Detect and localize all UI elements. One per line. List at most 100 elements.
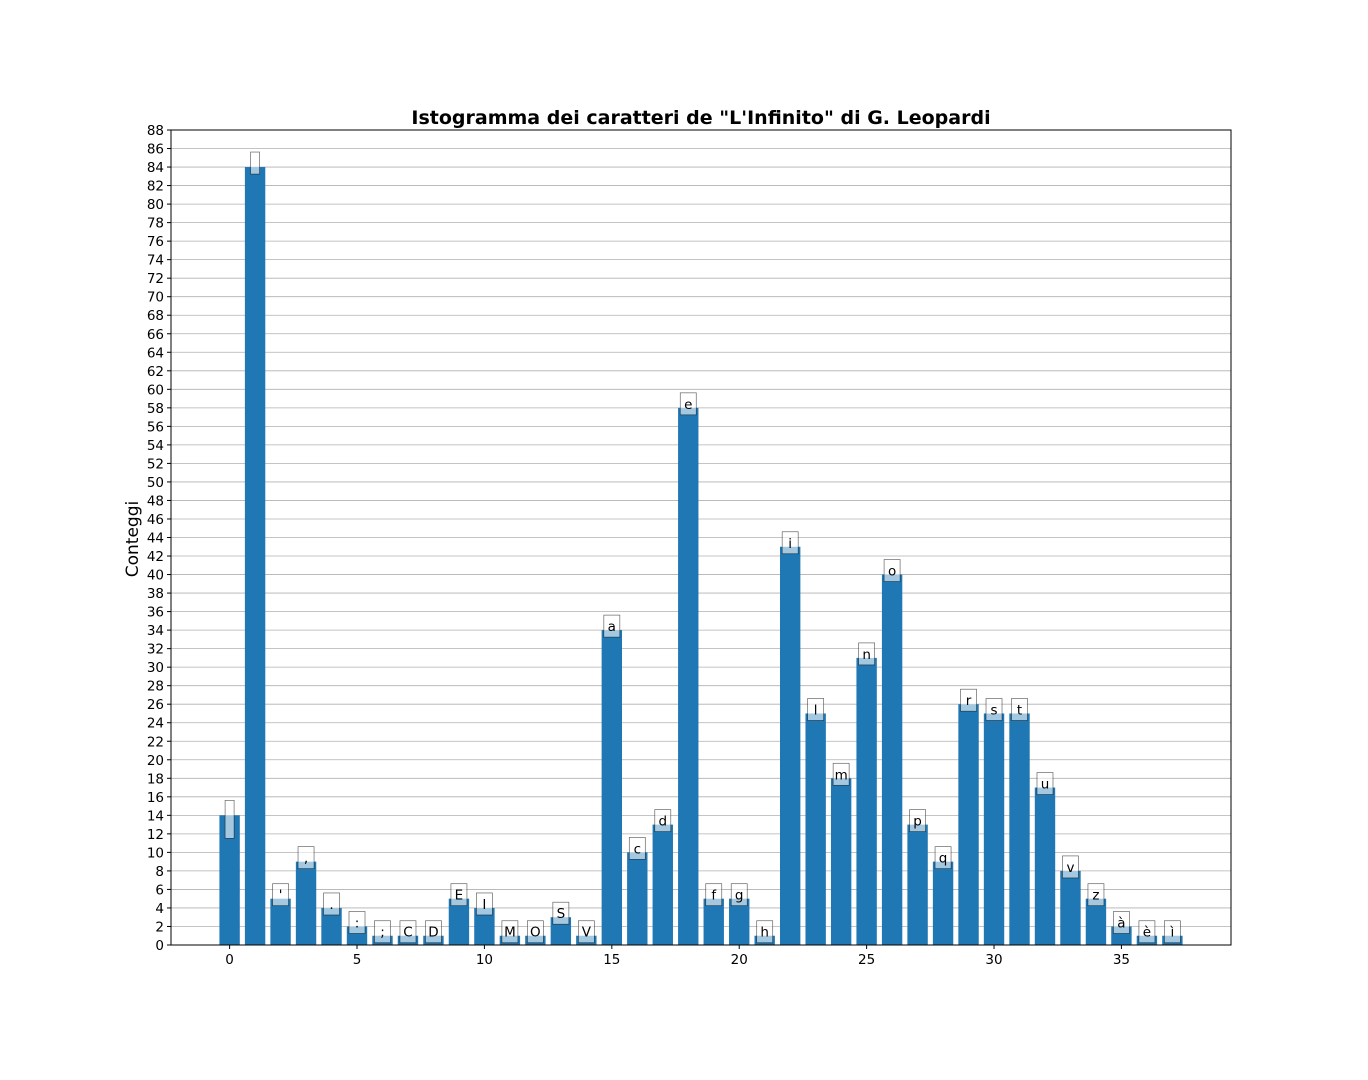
bar-label-box xyxy=(399,920,417,944)
bar-label-box xyxy=(501,920,519,944)
bar-label-box xyxy=(425,920,442,944)
bar-label-box xyxy=(985,698,1003,721)
bar-label-box xyxy=(654,809,672,832)
bar-label-box xyxy=(858,642,875,666)
y-tick-label: 88 xyxy=(147,123,164,139)
y-tick-label: 68 xyxy=(147,308,164,324)
bar-label: ; xyxy=(380,925,385,941)
y-tick-label: 6 xyxy=(155,882,164,898)
bar xyxy=(448,898,470,945)
bar-label: z xyxy=(1092,888,1099,904)
bar xyxy=(219,815,240,945)
bar-label-box xyxy=(960,688,977,712)
bar-label: t xyxy=(1017,702,1022,718)
y-tick-label: 12 xyxy=(147,827,164,843)
bar xyxy=(1060,870,1081,945)
y-axis-label: Conteggi xyxy=(123,501,143,577)
bar xyxy=(601,630,623,945)
bar-label: i xyxy=(788,536,792,552)
bar xyxy=(270,898,291,945)
x-tick-label: 30 xyxy=(985,952,1002,968)
y-tick-label: 82 xyxy=(147,179,164,195)
bar-label-box xyxy=(1164,920,1181,944)
bar xyxy=(474,907,495,945)
y-tick-label: 42 xyxy=(147,549,164,565)
bar-label: o xyxy=(888,564,896,580)
chart-title: Istogramma dei caratteri de "L'Infinito"… xyxy=(411,107,990,129)
bars-group xyxy=(219,167,1183,945)
bar xyxy=(678,407,699,945)
bar-label: d xyxy=(658,814,667,830)
bar-label-box xyxy=(527,920,544,944)
y-tick-label: 72 xyxy=(147,271,164,287)
y-tick-label: 50 xyxy=(147,475,164,491)
bar xyxy=(244,167,266,945)
bar-label-box xyxy=(1113,911,1130,934)
bar-label-box xyxy=(934,846,952,869)
bar-label: O xyxy=(530,925,541,941)
bar xyxy=(856,657,877,945)
bar-label-box xyxy=(224,799,235,839)
bar-label-box xyxy=(603,614,621,638)
bar-label-box xyxy=(577,920,595,944)
y-tick-label: 66 xyxy=(147,327,164,343)
bar-label: S xyxy=(557,906,566,922)
y-tick-label: 54 xyxy=(147,438,164,454)
bar xyxy=(1034,787,1056,945)
y-tick-label: 40 xyxy=(147,568,164,584)
y-tick-label: 10 xyxy=(147,845,164,861)
y-tick-label: 30 xyxy=(147,660,164,676)
y-tick-label: 44 xyxy=(147,531,164,547)
y-tick-label: 0 xyxy=(155,938,164,954)
y-tick-label: 46 xyxy=(147,512,164,528)
bar xyxy=(881,574,903,945)
y-tick-label: 24 xyxy=(147,716,164,732)
bar-label: D xyxy=(428,925,438,941)
bar-label: : xyxy=(355,915,360,931)
x-axis-ticks: 0 5 10 15 20 25 30 35 xyxy=(225,945,1130,968)
bar-label-box xyxy=(909,809,926,832)
y-tick-label: 78 xyxy=(147,216,164,232)
bar-label: à xyxy=(1117,915,1125,931)
bar-label-box xyxy=(250,151,260,175)
bar-label: E xyxy=(455,888,464,904)
y-tick-label: 32 xyxy=(147,642,164,658)
bar-label-box xyxy=(297,846,315,869)
bar-label-box xyxy=(807,698,825,721)
bar-label-box xyxy=(348,911,366,934)
bar-label: , xyxy=(304,851,308,867)
y-tick-label: 4 xyxy=(155,901,164,917)
bar-label-box xyxy=(679,392,697,416)
bar-label: m xyxy=(835,767,848,783)
y-tick-label: 80 xyxy=(147,197,164,213)
bar xyxy=(703,898,724,945)
y-tick-label: 14 xyxy=(147,808,164,824)
bar xyxy=(652,824,673,945)
bar-label-box xyxy=(781,531,799,555)
x-tick-label: 25 xyxy=(858,952,875,968)
bar-label: c xyxy=(634,841,641,857)
bar-label: . xyxy=(329,897,333,913)
bar-label: l xyxy=(814,702,818,718)
bar-label-box xyxy=(272,883,289,907)
bar-label: e xyxy=(684,397,692,413)
bar xyxy=(321,907,342,945)
bar-label: I xyxy=(482,897,486,913)
x-tick-label: 0 xyxy=(225,952,234,968)
x-tick-label: 20 xyxy=(731,952,748,968)
bar xyxy=(729,898,750,945)
y-tick-label: 20 xyxy=(147,753,164,769)
bar xyxy=(1009,713,1030,945)
y-tick-label: 28 xyxy=(147,679,164,695)
y-gridlines xyxy=(171,148,1231,927)
y-tick-label: 84 xyxy=(147,160,164,176)
bar-label-box xyxy=(883,559,901,582)
bar-label: n xyxy=(862,647,871,663)
bar-label-box xyxy=(552,901,570,925)
y-tick-label: 8 xyxy=(155,864,164,880)
bar-label-box xyxy=(476,892,493,916)
y-tick-label: 48 xyxy=(147,493,164,509)
y-tick-label: 26 xyxy=(147,697,164,713)
bar-label-box xyxy=(1011,698,1028,721)
